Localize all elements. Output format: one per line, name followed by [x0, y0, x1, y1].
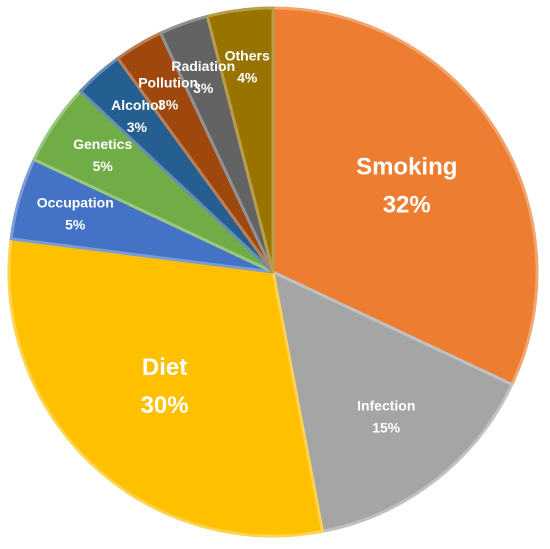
pie-slice [271, 6, 539, 386]
value-label: 3% [158, 96, 179, 112]
pie-slice [271, 270, 514, 533]
value-label: 30% [141, 392, 189, 419]
value-label: 5% [93, 158, 114, 174]
value-label: 32% [383, 191, 431, 218]
slice-label: Diet [142, 354, 187, 381]
slice-label: Alcohol [111, 97, 162, 113]
value-label: 3% [127, 119, 148, 135]
slice-label: Others [225, 47, 270, 63]
value-label: 5% [65, 216, 86, 232]
slice-label: Pollution [138, 74, 198, 90]
pie-slice [7, 237, 324, 538]
slice-label: Smoking [356, 153, 457, 180]
slice-label: Occupation [37, 194, 114, 210]
slice-label: Radiation [171, 58, 235, 74]
value-label: 4% [237, 69, 258, 85]
value-label: 15% [372, 420, 401, 436]
slice-label: Genetics [73, 136, 132, 152]
pie-slice [205, 6, 275, 274]
value-label: 3% [193, 80, 214, 96]
slice-label: Infection [357, 398, 415, 414]
